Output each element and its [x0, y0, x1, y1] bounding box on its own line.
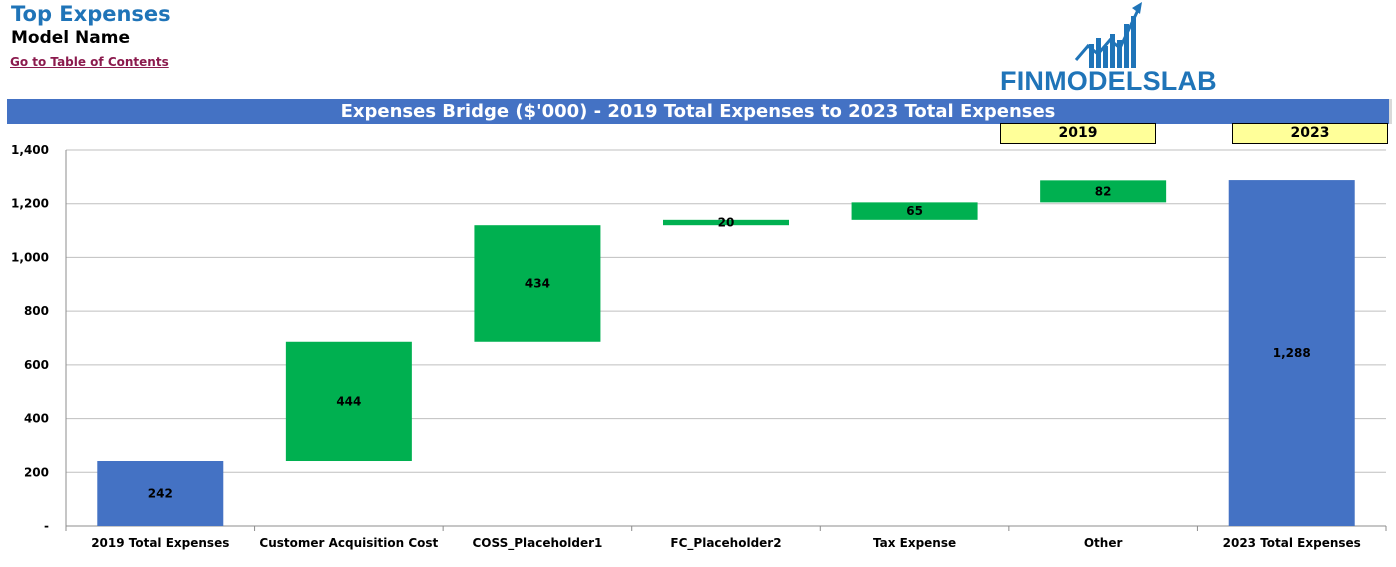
y-tick-label: 200: [24, 465, 49, 479]
x-tick-label: Other: [1084, 536, 1123, 550]
y-tick-label: 400: [24, 412, 49, 426]
y-tick-label: 1,200: [11, 197, 49, 211]
start-year-box: 2019: [1000, 123, 1156, 144]
y-tick-label: -: [44, 519, 49, 533]
y-tick-label: 1,000: [11, 250, 49, 264]
end-year-box: 2023: [1232, 123, 1388, 144]
finmodelslab-logo: FINMODELSLAB: [1000, 2, 1232, 96]
bar: [285, 341, 412, 462]
x-tick-label: 2019 Total Expenses: [91, 536, 229, 550]
data-label: 434: [525, 276, 550, 290]
x-tick-label: Customer Acquisition Cost: [259, 536, 438, 550]
bar: [97, 461, 224, 526]
x-tick-label: 2023 Total Expenses: [1223, 536, 1361, 550]
data-label: 65: [906, 204, 923, 218]
bar: [663, 219, 789, 226]
x-tick-label: FC_Placeholder2: [670, 536, 781, 551]
logo-chart-icon: [1074, 2, 1142, 68]
bar: [1040, 180, 1167, 203]
waterfall-chart: - 200 400 600 800 1,000 1,200 1,400 242 2019 Tota…: [11, 143, 1387, 551]
bar: [474, 225, 601, 342]
x-tick-label: COSS_Placeholder1: [472, 536, 602, 551]
data-label: 82: [1095, 184, 1112, 198]
banner-shadow: [1389, 99, 1392, 124]
page-title: Top Expenses: [11, 2, 171, 26]
bar: [1228, 180, 1355, 526]
bar: [851, 202, 978, 220]
logo-text: FINMODELSLAB: [1000, 66, 1217, 96]
data-label: 20: [718, 216, 735, 230]
y-tick-label: 1,400: [11, 143, 49, 157]
data-label: 444: [336, 394, 361, 408]
model-name: Model Name: [11, 28, 130, 48]
y-tick-label: 800: [24, 304, 49, 318]
data-label: 242: [148, 487, 173, 501]
y-tick-label: 600: [24, 358, 49, 372]
x-tick-label: Tax Expense: [873, 536, 956, 550]
data-label: 1,288: [1273, 346, 1311, 360]
table-of-contents-link[interactable]: Go to Table of Contents: [10, 55, 169, 69]
chart-banner-title: Expenses Bridge ($'000) - 2019 Total Exp…: [7, 99, 1389, 124]
